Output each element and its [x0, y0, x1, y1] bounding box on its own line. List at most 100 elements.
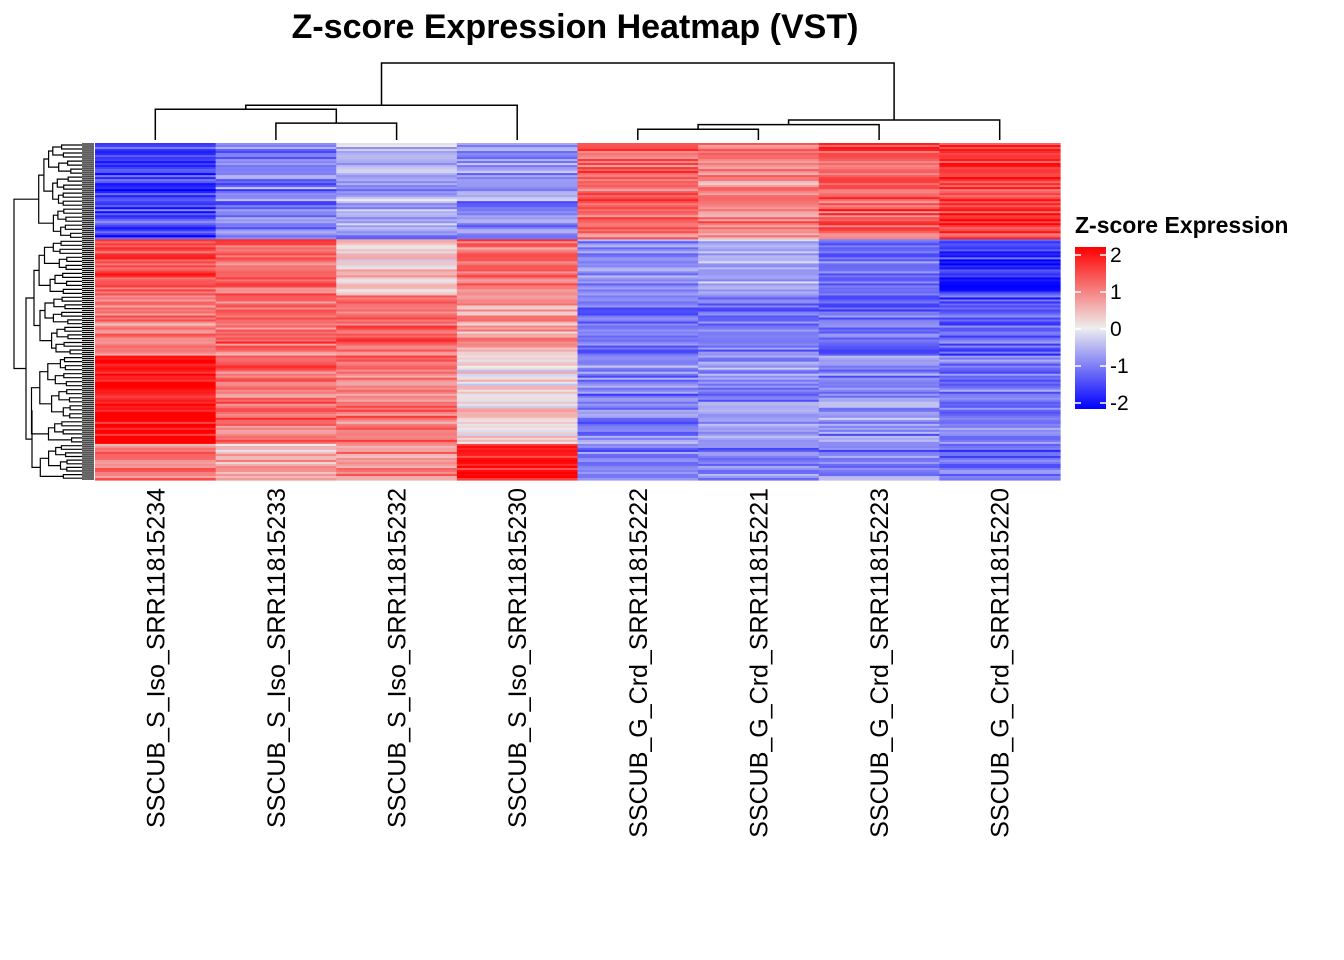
heatmap-cell — [939, 367, 1061, 371]
heatmap-cell — [336, 231, 458, 234]
heatmap-cell — [95, 251, 217, 254]
heatmap-cell — [818, 459, 940, 463]
heatmap-cell — [939, 183, 1061, 186]
heatmap-cell — [818, 281, 940, 285]
heatmap-cell — [939, 281, 1061, 285]
heatmap-cell — [95, 343, 217, 347]
heatmap-cell — [215, 207, 337, 210]
heatmap-cell — [215, 453, 337, 457]
heatmap-cell — [456, 413, 579, 417]
heatmap-cell — [698, 463, 820, 467]
column-dendrogram-branch — [697, 123, 880, 140]
heatmap-cell — [698, 237, 820, 240]
heatmap-cell — [215, 261, 337, 264]
heatmap-cell — [95, 277, 217, 281]
heatmap-cell — [939, 297, 1061, 301]
row-dendrogram-branch — [68, 397, 82, 403]
heatmap-cell — [336, 281, 458, 285]
heatmap-cell — [215, 387, 337, 391]
heatmap-cell — [818, 435, 940, 439]
heatmap-cell — [939, 229, 1061, 232]
heatmap-cell — [577, 187, 699, 190]
heatmap-cell — [336, 213, 458, 216]
heatmap-cell — [95, 259, 217, 262]
heatmap-cell — [577, 245, 699, 248]
heatmap-cell — [698, 207, 820, 210]
heatmap-cell — [215, 299, 337, 303]
heatmap-cell — [818, 349, 940, 353]
heatmap-cell — [577, 231, 699, 234]
heatmap-cell — [698, 459, 820, 463]
heatmap-cell — [818, 269, 940, 272]
heatmap-cell — [698, 399, 820, 403]
heatmap-cell — [95, 171, 217, 174]
heatmap-cell — [939, 145, 1061, 148]
heatmap-cell — [818, 357, 940, 361]
heatmap-cell — [939, 351, 1061, 355]
heatmap-cell — [698, 251, 820, 254]
heatmap-cell — [336, 149, 458, 152]
heatmap-cell — [939, 333, 1061, 337]
heatmap-cell — [939, 339, 1061, 343]
heatmap-cell — [698, 151, 820, 154]
heatmap-cell — [456, 277, 579, 281]
heatmap-cell — [939, 323, 1061, 327]
heatmap-cell — [939, 225, 1061, 228]
heatmap-cell — [939, 179, 1061, 182]
heatmap-cell — [698, 303, 820, 307]
heatmap-cell — [818, 455, 940, 459]
heatmap-cell — [456, 455, 579, 459]
heatmap-cell — [456, 239, 579, 242]
heatmap-cell — [336, 249, 458, 252]
heatmap-cell — [215, 325, 337, 329]
heatmap-cell — [95, 385, 217, 389]
heatmap-cell — [577, 293, 699, 297]
heatmap-cell — [336, 307, 458, 311]
heatmap-cell — [818, 231, 940, 234]
heatmap-cell — [95, 341, 217, 345]
heatmap-cell — [698, 173, 820, 176]
heatmap-cell — [456, 327, 579, 331]
row-dendrogram-branch — [62, 429, 82, 435]
heatmap-cell — [939, 441, 1061, 445]
heatmap-cell — [336, 439, 458, 443]
heatmap-cell — [698, 441, 820, 445]
heatmap-cell — [95, 447, 217, 451]
heatmap-cell — [939, 255, 1061, 258]
heatmap-cell — [336, 157, 458, 160]
heatmap-cell — [336, 357, 458, 361]
heatmap-cell — [95, 469, 217, 473]
heatmap-cell — [336, 359, 458, 363]
heatmap-cell — [698, 327, 820, 331]
heatmap-cell — [818, 309, 940, 313]
heatmap-cell — [95, 207, 217, 210]
heatmap-cell — [577, 281, 699, 285]
heatmap-cell — [818, 337, 940, 341]
heatmap-cell — [456, 199, 579, 202]
heatmap-cell — [698, 161, 820, 164]
row-dendrogram-branch — [63, 373, 82, 379]
heatmap-cell — [456, 177, 579, 180]
heatmap-cell — [336, 345, 458, 349]
heatmap-cell — [215, 341, 337, 345]
heatmap-cell — [336, 379, 458, 383]
heatmap-cell — [336, 243, 458, 246]
heatmap-cell — [939, 331, 1061, 335]
heatmap-cell — [336, 299, 458, 303]
heatmap-cell — [939, 159, 1061, 162]
heatmap-cell — [456, 463, 579, 467]
heatmap-cell — [698, 265, 820, 268]
heatmap-cell — [577, 207, 699, 210]
heatmap-cell — [95, 213, 217, 216]
heatmap-cell — [456, 251, 579, 254]
heatmap-cell — [577, 369, 699, 373]
heatmap-cell — [456, 225, 579, 228]
heatmap-cell — [939, 329, 1061, 333]
heatmap-cell — [456, 215, 579, 218]
heatmap-cell — [939, 391, 1061, 395]
heatmap-cell — [939, 373, 1061, 377]
heatmap-cell — [456, 275, 579, 278]
heatmap-cell — [698, 403, 820, 407]
heatmap-cell — [336, 369, 458, 373]
heatmap-cell — [577, 351, 699, 355]
